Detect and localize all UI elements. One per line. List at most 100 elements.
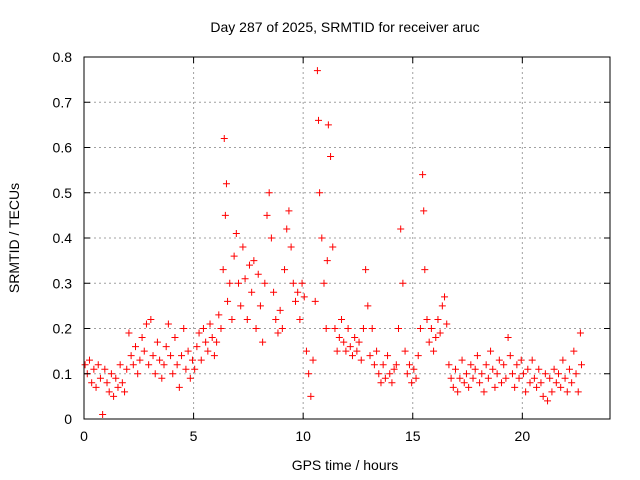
data-point-marker (535, 365, 543, 373)
data-point-marker (355, 338, 363, 346)
data-point-marker (232, 229, 240, 237)
data-point-marker (239, 243, 247, 251)
data-point-marker (530, 374, 538, 382)
data-point-marker (276, 306, 284, 314)
data-point-marker (107, 370, 115, 378)
data-point-marker (101, 365, 109, 373)
data-point-marker (164, 320, 172, 328)
data-point-marker (220, 134, 228, 142)
data-point-marker (173, 361, 181, 369)
x-axis-label: GPS time / hours (292, 457, 399, 473)
data-point-marker (158, 374, 166, 382)
data-point-marker (250, 257, 258, 265)
data-point-marker (482, 361, 490, 369)
data-point-marker (476, 379, 484, 387)
data-point-marker (283, 225, 291, 233)
data-point-marker (316, 189, 324, 197)
data-point-marker (465, 383, 473, 391)
data-point-marker (434, 315, 442, 323)
data-point-marker (362, 266, 370, 274)
data-point-marker (315, 116, 323, 124)
data-point-marker (278, 325, 286, 332)
data-point-marker (204, 347, 212, 355)
data-point-marker (552, 379, 560, 387)
data-point-marker (414, 352, 422, 360)
data-point-marker (506, 352, 514, 360)
data-point-marker (145, 361, 153, 369)
data-point-marker (285, 207, 293, 215)
data-point-marker (219, 266, 227, 274)
x-tick-label: 0 (80, 428, 88, 444)
data-point-marker (182, 365, 190, 373)
data-point-marker (537, 379, 545, 387)
data-point-marker (138, 334, 146, 342)
data-point-marker (421, 266, 429, 274)
data-point-marker (471, 365, 479, 373)
data-point-marker (323, 257, 331, 265)
data-point-marker (359, 325, 367, 332)
data-point-marker (263, 211, 271, 219)
data-point-marker (193, 343, 201, 351)
data-point-marker (81, 361, 89, 369)
data-point-marker (504, 334, 512, 342)
data-point-marker (259, 338, 267, 346)
data-point-marker (419, 171, 427, 179)
data-point-marker (210, 352, 218, 360)
data-point-marker (456, 374, 464, 382)
data-point-marker (412, 374, 420, 382)
data-point-marker (403, 370, 411, 378)
data-point-marker (167, 352, 175, 360)
data-point-marker (175, 383, 183, 391)
data-point-marker (274, 329, 282, 337)
data-point-marker (392, 361, 400, 369)
data-point-marker (116, 361, 124, 369)
data-point-marker (348, 352, 356, 360)
data-point-marker (298, 279, 306, 287)
data-point-marker (324, 121, 332, 129)
data-point-marker (379, 361, 387, 369)
data-point-marker (432, 334, 440, 342)
data-point-marker (153, 338, 161, 346)
data-point-marker (375, 370, 383, 378)
data-point-marker (524, 365, 532, 373)
data-point-marker (351, 334, 359, 342)
y-tick-label: 0.6 (53, 140, 73, 156)
data-point-marker (270, 288, 278, 296)
data-point-marker (224, 297, 232, 305)
data-point-marker (329, 243, 337, 251)
y-tick-label: 0.3 (53, 275, 73, 291)
data-point-marker (92, 383, 100, 391)
data-point-marker (222, 180, 230, 188)
data-point-marker (302, 347, 310, 355)
data-point-marker (484, 374, 492, 382)
data-point-marker (373, 347, 381, 355)
data-point-marker (248, 288, 256, 296)
data-point-marker (557, 383, 565, 391)
axis-ticks (83, 56, 610, 420)
data-point-marker (441, 293, 449, 301)
data-point-marker (423, 315, 431, 323)
data-point-marker (559, 356, 567, 364)
data-point-marker (85, 356, 93, 364)
data-point-marker (546, 374, 554, 382)
data-point-marker (289, 279, 297, 287)
data-point-marker (344, 325, 352, 332)
data-point-marker (515, 374, 523, 382)
data-point-marker (430, 347, 438, 355)
data-point-marker (498, 379, 506, 387)
data-point-marker (574, 388, 582, 396)
data-point-marker (401, 347, 409, 355)
data-point-marker (460, 379, 468, 387)
data-point-marker (539, 392, 547, 400)
grid-lines (84, 57, 610, 419)
data-point-marker (408, 379, 416, 387)
data-point-marker (186, 374, 194, 382)
data-point-marker (123, 365, 131, 373)
data-point-marker (451, 365, 459, 373)
data-point-marker (99, 410, 107, 418)
x-tick-label: 15 (405, 428, 421, 444)
data-point-marker (103, 379, 111, 387)
data-point-marker (267, 234, 275, 242)
y-axis-label: SRMTID / TECUs (6, 183, 22, 293)
